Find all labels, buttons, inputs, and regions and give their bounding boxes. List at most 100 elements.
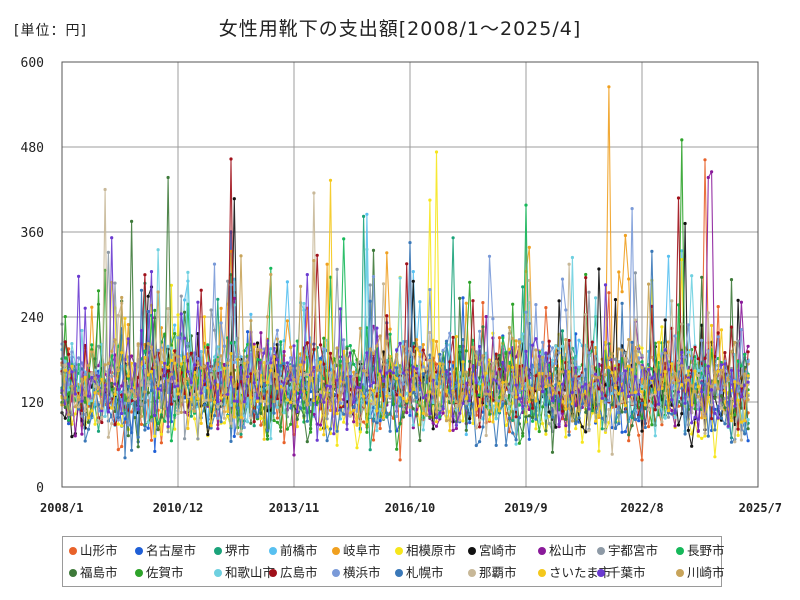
data-point — [633, 375, 638, 379]
data-point — [584, 276, 588, 280]
data-point — [607, 85, 611, 89]
data-point — [156, 290, 160, 294]
data-point — [305, 372, 309, 376]
data-point — [527, 278, 531, 283]
data-point — [531, 419, 535, 423]
data-point — [388, 368, 392, 373]
data-point — [295, 387, 299, 391]
data-point — [613, 426, 618, 430]
data-point — [126, 323, 130, 327]
y-tick-label: 360 — [21, 226, 44, 241]
data-point — [272, 411, 276, 415]
data-point — [461, 401, 465, 405]
data-point — [617, 363, 621, 367]
data-point — [139, 414, 144, 418]
data-point — [640, 458, 644, 462]
data-point — [405, 262, 409, 266]
data-point — [249, 416, 253, 420]
data-point — [478, 440, 482, 444]
data-point — [580, 440, 584, 444]
data-point — [620, 388, 624, 393]
data-point — [216, 427, 220, 431]
data-point — [550, 386, 555, 390]
data-point — [640, 365, 644, 370]
data-point — [746, 344, 750, 348]
data-point — [610, 371, 614, 375]
data-point — [554, 425, 558, 429]
legend-label: 広島市 — [280, 565, 318, 580]
data-point — [594, 346, 598, 350]
data-point — [710, 170, 714, 174]
data-point — [507, 351, 511, 355]
data-point — [494, 417, 498, 421]
data-point — [587, 383, 591, 387]
data-point — [113, 382, 117, 386]
data-point — [242, 400, 246, 404]
data-point — [690, 384, 694, 388]
data-point — [126, 337, 130, 341]
data-point — [378, 334, 382, 338]
data-point — [524, 407, 528, 412]
data-point — [96, 364, 101, 368]
data-point — [398, 393, 402, 397]
data-point — [262, 382, 266, 387]
data-point — [736, 398, 740, 402]
data-point — [454, 400, 458, 404]
data-point — [401, 371, 405, 375]
data-point — [120, 351, 124, 355]
data-point — [686, 323, 691, 327]
x-tick-label: 2022/8 — [620, 501, 663, 515]
data-point — [537, 420, 541, 424]
data-point — [620, 371, 624, 376]
data-point — [338, 359, 342, 363]
data-point — [428, 330, 432, 335]
data-point — [706, 175, 710, 180]
data-point — [666, 415, 671, 419]
data-point — [163, 419, 167, 423]
data-point — [534, 303, 538, 307]
data-point — [133, 394, 137, 398]
x-tick-label: 2016/10 — [385, 501, 436, 515]
data-point — [434, 339, 439, 344]
data-point — [541, 372, 545, 376]
data-point — [388, 332, 392, 336]
data-point — [352, 420, 356, 424]
data-point — [183, 298, 187, 302]
legend-swatch — [538, 569, 546, 577]
data-point — [415, 338, 419, 342]
data-point — [441, 362, 445, 366]
data-point — [514, 383, 518, 387]
data-point — [222, 362, 226, 367]
data-point — [103, 383, 107, 387]
data-point — [501, 397, 505, 401]
data-point — [199, 366, 203, 370]
data-point — [511, 337, 515, 341]
data-point — [564, 369, 568, 373]
data-point — [434, 385, 439, 389]
x-tick-label: 2013/11 — [269, 501, 320, 515]
data-point — [434, 416, 439, 420]
data-point — [226, 414, 230, 418]
data-point — [96, 289, 101, 293]
data-point — [196, 357, 200, 361]
data-point — [328, 371, 333, 375]
data-point — [607, 399, 611, 403]
data-point — [375, 409, 379, 413]
data-point — [550, 358, 555, 362]
data-point — [584, 367, 588, 371]
series-line — [61, 237, 749, 441]
data-point — [653, 434, 657, 438]
data-point — [378, 426, 382, 431]
data-point — [146, 421, 150, 425]
legend-label: さいたま市 — [549, 565, 612, 580]
data-point — [209, 424, 213, 428]
data-point — [202, 398, 207, 403]
data-point — [670, 376, 674, 380]
data-point — [603, 394, 608, 398]
data-point — [166, 344, 170, 348]
data-point — [448, 331, 452, 335]
data-point — [252, 420, 256, 424]
data-point — [289, 400, 293, 404]
data-point — [670, 299, 674, 303]
data-point — [726, 424, 730, 428]
